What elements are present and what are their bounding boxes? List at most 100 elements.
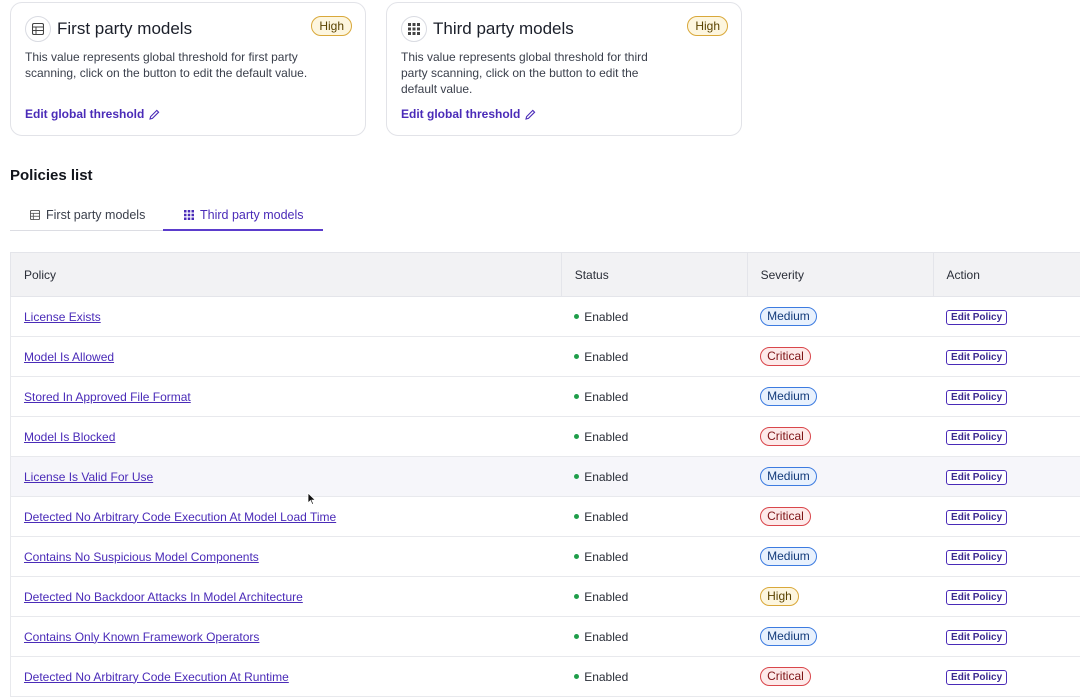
status-dot-icon [574, 634, 580, 639]
status-text: Enabled [584, 349, 629, 364]
policy-link[interactable]: Detected No Arbitrary Code Execution At … [24, 669, 289, 684]
status-text: Enabled [584, 429, 629, 444]
status-dot-icon [574, 514, 580, 519]
edit-global-threshold-link[interactable]: Edit global threshold [401, 107, 536, 121]
policy-link[interactable]: Detected No Backdoor Attacks In Model Ar… [24, 589, 303, 604]
policy-link[interactable]: Contains Only Known Framework Operators [24, 629, 260, 644]
status-dot-icon [574, 594, 580, 599]
column-header-action: Action [932, 252, 1080, 297]
status-cell: Enabled [561, 336, 748, 377]
severity-badge: Critical [760, 507, 811, 526]
severity-badge: Medium [760, 307, 817, 326]
edit-policy-button[interactable]: Edit Policy [946, 309, 1008, 325]
severity-badge: Critical [760, 667, 811, 686]
table-row: Detected No Backdoor Attacks In Model Ar… [10, 576, 1080, 617]
severity-cell: High [747, 576, 934, 617]
status-dot-icon [574, 474, 580, 479]
status-text: Enabled [584, 589, 629, 604]
status-cell: Enabled [561, 456, 748, 497]
edit-policy-button[interactable]: Edit Policy [946, 629, 1008, 645]
status-cell: Enabled [561, 616, 748, 657]
action-cell: Edit Policy [933, 336, 1080, 377]
status-text: Enabled [584, 669, 629, 684]
policy-link[interactable]: Detected No Arbitrary Code Execution At … [24, 509, 337, 524]
status-dot-icon [574, 354, 580, 359]
edit-global-threshold-link[interactable]: Edit global threshold [25, 107, 160, 121]
edit-policy-button[interactable]: Edit Policy [946, 389, 1008, 405]
severity-cell: Medium [747, 456, 934, 497]
table-row: Contains Only Known Framework Operators E… [10, 616, 1080, 657]
status-cell: Enabled [561, 656, 748, 697]
status-dot-icon [574, 434, 580, 439]
edit-policy-button[interactable]: Edit Policy [946, 589, 1008, 605]
section-title: Policies list [10, 167, 93, 184]
policy-cell: License Is Valid For Use [10, 456, 562, 497]
status-text: Enabled [584, 509, 629, 524]
severity-cell: Critical [747, 496, 934, 537]
edit-policy-button[interactable]: Edit Policy [946, 509, 1008, 525]
third-party-card: Third party models High This value repre… [386, 2, 742, 136]
policy-cell: Model Is Allowed [10, 336, 562, 377]
policy-cell: License Exists [10, 296, 562, 337]
edit-policy-button[interactable]: Edit Policy [946, 549, 1008, 565]
table-row: Model Is Allowed Enabled Critical Edit Poli… [10, 336, 1080, 377]
table-row: Contains No Suspicious Model Components E… [10, 536, 1080, 577]
status-text: Enabled [584, 549, 629, 564]
active-tab-indicator [163, 229, 323, 231]
status-cell: Enabled [561, 376, 748, 417]
policy-link[interactable]: Model Is Blocked [24, 429, 116, 444]
policy-tabs: First party models Third party models [10, 200, 1080, 232]
edit-policy-button[interactable]: Edit Policy [946, 669, 1008, 685]
status-dot-icon [574, 314, 580, 319]
card-description: This value represents global threshold f… [401, 50, 648, 96]
action-cell: Edit Policy [933, 536, 1080, 577]
severity-badge: High [687, 16, 728, 36]
policy-cell: Detected No Arbitrary Code Execution At … [10, 656, 562, 697]
severity-badge: Medium [760, 387, 817, 406]
tab-label: First party models [46, 208, 146, 222]
card-title: Third party models [433, 19, 574, 38]
edit-policy-button[interactable]: Edit Policy [946, 349, 1008, 365]
status-text: Enabled [584, 389, 629, 404]
severity-cell: Medium [747, 536, 934, 577]
policy-link[interactable]: License Exists [24, 309, 101, 324]
pencil-icon [525, 109, 536, 120]
policy-cell: Contains No Suspicious Model Components [10, 536, 562, 577]
policy-link[interactable]: Stored In Approved File Format [24, 389, 191, 404]
table-icon [30, 210, 40, 220]
table-icon [25, 16, 51, 42]
column-header-policy: Policy [10, 252, 562, 297]
policies-table: Policy Status Severity Action License Ex… [10, 252, 1080, 697]
policy-link[interactable]: Model Is Allowed [24, 349, 115, 364]
severity-cell: Medium [747, 616, 934, 657]
column-header-severity: Severity [746, 252, 934, 297]
policy-cell: Detected No Backdoor Attacks In Model Ar… [10, 576, 562, 617]
status-cell: Enabled [561, 416, 748, 457]
action-cell: Edit Policy [933, 576, 1080, 617]
action-cell: Edit Policy [933, 496, 1080, 537]
severity-cell: Critical [747, 336, 934, 377]
severity-badge: High [760, 587, 799, 606]
policy-link[interactable]: License Is Valid For Use [24, 469, 154, 484]
tab-label: Third party models [200, 208, 304, 222]
policy-cell: Contains Only Known Framework Operators [10, 616, 562, 657]
tab-first-party-models[interactable]: First party models [30, 208, 145, 222]
table-row: Stored In Approved File Format Enabled Med… [10, 376, 1080, 417]
table-header-row: Policy Status Severity Action [10, 252, 1080, 297]
status-text: Enabled [584, 629, 629, 644]
action-cell: Edit Policy [933, 416, 1080, 457]
severity-cell: Critical [747, 416, 934, 457]
table-row: License Is Valid For Use Enabled Medium Edi… [10, 456, 1080, 497]
status-cell: Enabled [561, 536, 748, 577]
status-text: Enabled [584, 309, 629, 324]
edit-policy-button[interactable]: Edit Policy [946, 429, 1008, 445]
edit-policy-button[interactable]: Edit Policy [946, 469, 1008, 485]
severity-badge: Critical [760, 427, 811, 446]
status-cell: Enabled [561, 496, 748, 537]
severity-badge: High [311, 16, 352, 36]
severity-cell: Medium [747, 376, 934, 417]
policy-link[interactable]: Contains No Suspicious Model Components [24, 549, 259, 564]
table-row: Model Is Blocked Enabled Critical Edit Poli… [10, 416, 1080, 457]
tab-third-party-models[interactable]: Third party models [184, 208, 304, 222]
status-dot-icon [574, 554, 580, 559]
